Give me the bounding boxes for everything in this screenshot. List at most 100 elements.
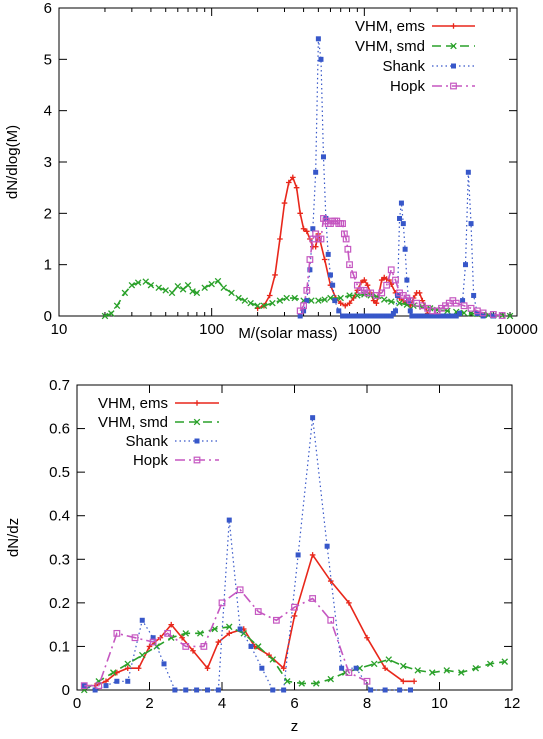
data-point <box>343 313 349 319</box>
data-point <box>304 228 310 235</box>
data-point <box>408 687 413 693</box>
data-point <box>346 292 353 299</box>
data-point <box>291 603 298 611</box>
series-line <box>84 417 411 691</box>
data-point <box>327 578 334 584</box>
data-point <box>397 215 403 221</box>
data-point <box>373 300 380 306</box>
data-point <box>142 278 150 285</box>
data-point <box>364 634 370 641</box>
data-point <box>247 299 254 307</box>
legend-label: Hopk <box>133 452 169 469</box>
data-point <box>121 289 129 297</box>
data-point <box>283 678 291 685</box>
data-point <box>498 312 506 319</box>
data-point <box>327 616 335 624</box>
data-point <box>339 220 346 228</box>
series-line <box>84 588 368 687</box>
data-point <box>452 299 460 307</box>
data-point <box>400 221 406 227</box>
data-point <box>272 616 280 624</box>
data-point <box>315 297 322 304</box>
data-point <box>225 623 233 631</box>
data-point <box>486 660 494 668</box>
plot-frame <box>58 7 518 317</box>
data-point <box>411 313 417 319</box>
legend: VHM, ems VHM, smd Shank Hopk <box>98 395 219 469</box>
data-point <box>312 243 319 250</box>
data-point <box>382 665 388 672</box>
data-point <box>340 313 346 319</box>
data-point <box>183 687 189 693</box>
data-point <box>241 297 249 304</box>
y-tick-label: 0.3 <box>49 551 70 568</box>
data-point <box>124 660 132 668</box>
data-point <box>310 415 316 421</box>
data-point <box>344 245 352 253</box>
data-point <box>131 634 139 642</box>
data-point <box>297 313 303 319</box>
data-point <box>182 643 190 650</box>
data-point <box>370 660 378 668</box>
legend-label: Shank <box>125 433 168 450</box>
data-point <box>345 669 353 676</box>
data-point <box>95 682 103 690</box>
x-tick-label: 100 <box>199 321 224 338</box>
data-point <box>380 296 388 303</box>
y-tick-label: 2 <box>44 205 52 222</box>
data-point <box>324 543 330 549</box>
y-tick-label: 0 <box>62 682 70 699</box>
data-point <box>291 613 298 619</box>
data-point <box>339 665 345 671</box>
data-point <box>301 308 307 314</box>
legend-marker <box>450 42 457 50</box>
data-point <box>125 678 131 684</box>
data-point <box>479 309 487 317</box>
data-point <box>280 665 287 672</box>
data-point <box>309 552 316 558</box>
data-point <box>371 313 377 319</box>
data-point <box>468 221 474 227</box>
data-point <box>92 687 98 693</box>
data-point <box>283 294 290 302</box>
y-tick-label: 4 <box>44 103 52 120</box>
data-point <box>467 304 475 312</box>
x-tick-label: 8 <box>363 695 371 712</box>
data-point <box>226 517 232 523</box>
data-point <box>135 665 142 672</box>
data-point <box>124 665 131 672</box>
data-point <box>330 282 336 288</box>
data-point <box>325 251 331 257</box>
data-point <box>309 595 317 602</box>
data-point <box>189 288 196 295</box>
data-point <box>138 651 146 659</box>
x-axis-label: z <box>291 718 299 735</box>
legend: VHM, ems VHM, smd Shank Hopk <box>355 18 475 95</box>
data-point <box>108 310 115 317</box>
data-point <box>434 313 440 319</box>
data-point <box>315 36 321 42</box>
y-tick-label: 0.1 <box>49 638 70 655</box>
data-point <box>463 262 469 268</box>
data-point <box>204 665 211 672</box>
data-point <box>368 313 374 319</box>
data-point <box>103 683 109 689</box>
data-point <box>218 599 226 607</box>
data-point <box>337 294 344 302</box>
data-point <box>164 629 172 637</box>
data-point <box>382 687 388 693</box>
data-point <box>139 617 145 623</box>
data-point <box>353 281 361 289</box>
data-point <box>269 656 277 663</box>
data-point <box>101 312 109 320</box>
data-point <box>201 284 208 292</box>
data-point <box>236 586 244 594</box>
data-point <box>501 658 509 665</box>
data-point <box>337 300 344 306</box>
data-point <box>346 600 352 606</box>
data-point <box>489 311 497 318</box>
series-vhm-smd <box>80 623 509 694</box>
data-point <box>269 299 276 307</box>
data-point <box>260 302 268 309</box>
data-point <box>397 687 403 693</box>
